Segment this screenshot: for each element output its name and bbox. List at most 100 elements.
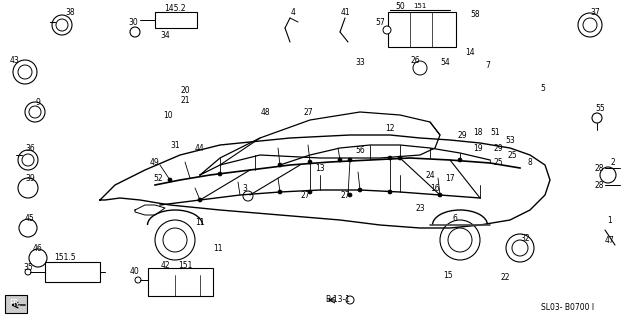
Circle shape	[130, 27, 140, 37]
Text: 46: 46	[33, 244, 43, 252]
Circle shape	[346, 296, 354, 304]
Bar	[45, 262, 100, 282]
Circle shape	[29, 106, 41, 118]
Text: SL03- B0700 I: SL03- B0700 I	[541, 303, 594, 313]
Text: 49: 49	[150, 157, 160, 166]
Text: 9: 9	[36, 98, 40, 107]
Text: 23: 23	[415, 204, 425, 212]
Text: 35: 35	[23, 263, 33, 273]
Circle shape	[18, 65, 32, 79]
Circle shape	[278, 163, 282, 167]
Circle shape	[135, 277, 141, 283]
Text: 8: 8	[527, 157, 533, 166]
Circle shape	[388, 190, 392, 194]
Text: 27: 27	[300, 190, 310, 199]
Circle shape	[348, 158, 352, 162]
Circle shape	[338, 158, 342, 162]
Text: 13: 13	[315, 164, 325, 172]
Text: 33: 33	[355, 58, 365, 67]
Circle shape	[243, 191, 253, 201]
Circle shape	[383, 26, 391, 34]
Text: 14: 14	[465, 47, 475, 57]
Circle shape	[198, 198, 202, 202]
Text: 28: 28	[594, 180, 604, 189]
Bar	[388, 12, 456, 47]
Text: 44: 44	[195, 143, 205, 153]
Circle shape	[348, 193, 352, 197]
Text: 7: 7	[485, 60, 490, 69]
Text: 26: 26	[410, 55, 420, 65]
Text: 1: 1	[608, 215, 612, 225]
Circle shape	[388, 156, 392, 160]
Circle shape	[440, 220, 480, 260]
Circle shape	[163, 270, 173, 280]
Text: 40: 40	[130, 268, 140, 276]
Circle shape	[308, 160, 312, 164]
Text: 151: 151	[178, 260, 192, 269]
Text: 4: 4	[290, 7, 296, 17]
Text: 145.2: 145.2	[164, 4, 186, 12]
Text: 39: 39	[25, 173, 35, 182]
Text: B-13-1: B-13-1	[326, 295, 350, 305]
Text: 53: 53	[505, 135, 515, 145]
Circle shape	[25, 102, 45, 122]
Text: 57: 57	[375, 18, 385, 27]
Text: 51: 51	[490, 127, 500, 137]
Text: 42: 42	[160, 260, 170, 269]
Text: 47: 47	[605, 236, 615, 244]
Text: 19: 19	[473, 143, 483, 153]
Text: 54: 54	[440, 58, 450, 67]
Circle shape	[448, 228, 472, 252]
Circle shape	[583, 18, 597, 32]
Text: 32: 32	[520, 234, 530, 243]
Text: 10: 10	[163, 110, 173, 119]
Text: 15: 15	[443, 270, 453, 279]
Text: 17: 17	[445, 173, 455, 182]
Circle shape	[458, 158, 462, 162]
Circle shape	[398, 156, 402, 160]
Text: 5: 5	[541, 84, 545, 92]
Text: 36: 36	[25, 143, 35, 153]
Circle shape	[308, 190, 312, 194]
Text: 12: 12	[385, 124, 395, 132]
Circle shape	[29, 249, 47, 267]
Text: 6: 6	[452, 213, 457, 222]
Circle shape	[413, 61, 427, 75]
Circle shape	[163, 228, 187, 252]
Text: 3: 3	[243, 183, 247, 193]
Text: 34: 34	[160, 30, 170, 39]
Text: 52: 52	[153, 173, 163, 182]
Text: 22: 22	[500, 274, 510, 283]
Text: 151.5: 151.5	[54, 253, 76, 262]
Circle shape	[56, 19, 68, 31]
Text: 21: 21	[180, 95, 190, 105]
Bar	[5, 295, 27, 313]
Text: 151: 151	[413, 3, 427, 9]
Text: 38: 38	[65, 7, 75, 17]
Circle shape	[438, 193, 442, 197]
Circle shape	[592, 113, 602, 123]
Text: 24: 24	[425, 171, 435, 180]
Text: 29: 29	[493, 143, 503, 153]
Text: 55: 55	[595, 103, 605, 113]
Bar	[155, 12, 197, 28]
Text: 37: 37	[590, 7, 600, 17]
Circle shape	[600, 167, 616, 183]
Circle shape	[18, 150, 38, 170]
Text: 31: 31	[170, 140, 180, 149]
Text: 25: 25	[493, 157, 503, 166]
Circle shape	[13, 60, 37, 84]
Text: 11: 11	[196, 218, 204, 227]
Text: 48: 48	[260, 108, 270, 116]
Text: 2: 2	[611, 157, 615, 166]
Circle shape	[218, 172, 222, 176]
Text: 41: 41	[340, 7, 350, 17]
Circle shape	[19, 219, 37, 237]
Text: 18: 18	[473, 127, 483, 137]
Circle shape	[168, 178, 172, 182]
Circle shape	[278, 190, 282, 194]
Circle shape	[506, 234, 534, 262]
Text: 56: 56	[355, 146, 365, 155]
Circle shape	[155, 220, 195, 260]
Circle shape	[578, 13, 602, 37]
